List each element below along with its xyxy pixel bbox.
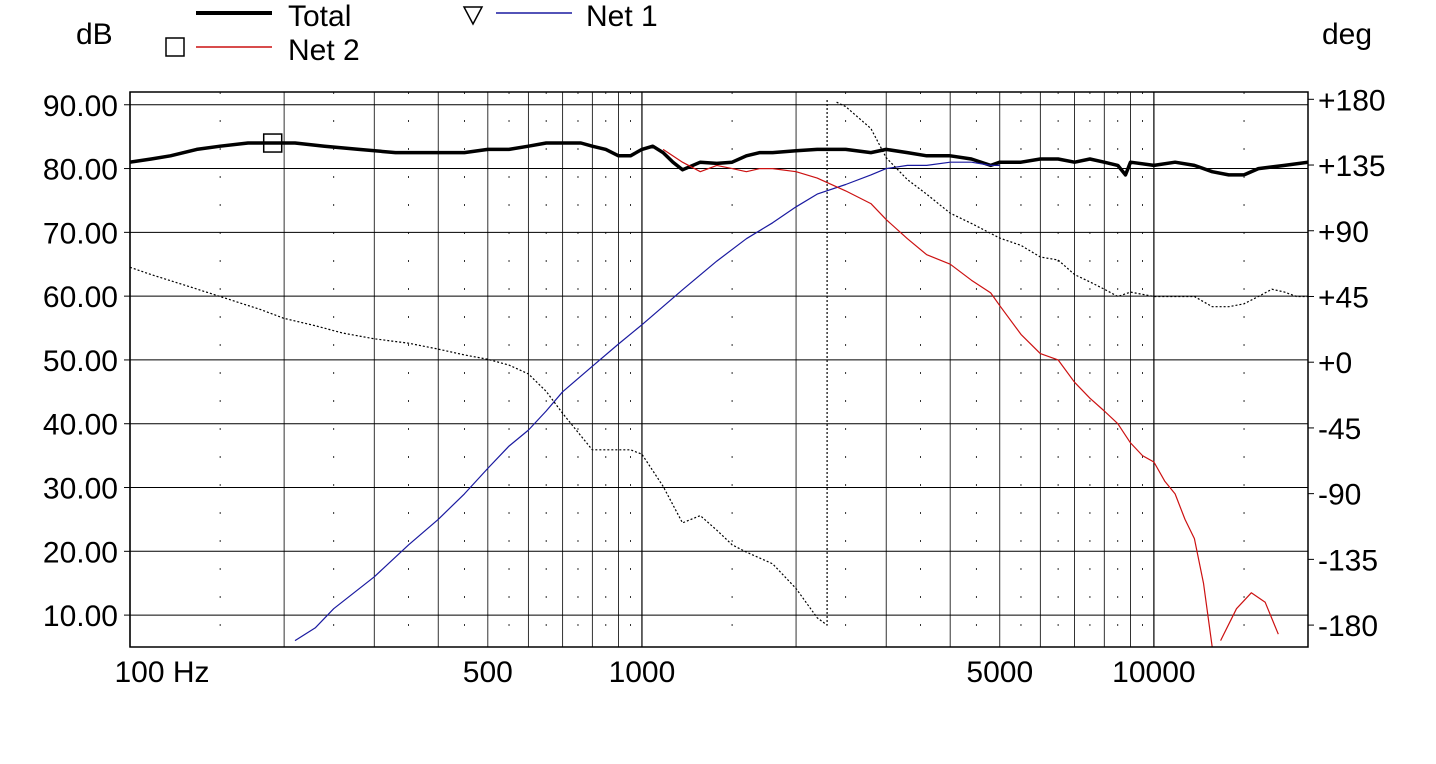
legend-label-net2: Net 2 — [288, 34, 360, 67]
left-tick-labels: 10.00 20.00 30.00 40.00 50.00 60.00 70.00 80.00… — [43, 90, 130, 633]
right-tick-label: -180 — [1318, 610, 1378, 643]
right-tick-label: +180 — [1318, 84, 1386, 117]
left-tick-label: 60.00 — [43, 281, 118, 314]
left-tick-label: 10.00 — [43, 600, 118, 633]
major-grid — [129, 92, 1308, 647]
square-marker-icon — [262, 133, 283, 153]
minor-grid — [219, 92, 1309, 647]
right-tick-labels: +180 +135 +90 +45 +0 -45 -90 -135 -180 — [1308, 84, 1386, 643]
series-line-net-2-stopband- — [1220, 592, 1279, 641]
series-line-net-2 — [662, 148, 1213, 647]
right-tick-label: +135 — [1318, 150, 1386, 183]
right-tick-label: +90 — [1318, 216, 1369, 249]
legend: Total Net 1 Net 2 — [165, 0, 658, 67]
legend-entry-total: Total — [196, 0, 351, 33]
x-tick-label: 1000 — [609, 656, 676, 689]
left-axis-unit: dB — [76, 18, 113, 51]
left-tick-label: 90.00 — [43, 90, 118, 123]
plot-area — [129, 91, 1309, 648]
right-tick-label: -135 — [1318, 544, 1378, 577]
square-marker-icon — [165, 37, 185, 57]
series-line-total — [130, 141, 1308, 177]
left-tick-label: 70.00 — [43, 217, 118, 250]
series-layer — [130, 99, 1308, 647]
right-axis-unit: deg — [1322, 18, 1372, 51]
left-tick-label: 20.00 — [43, 536, 118, 569]
plot-frame — [129, 91, 1309, 648]
legend-label-total: Total — [288, 0, 351, 33]
x-tick-label: 100 Hz — [114, 656, 209, 689]
legend-entry-net1: Net 1 — [462, 0, 658, 33]
right-tick-label: +0 — [1318, 347, 1352, 380]
x-tick-label: 500 — [463, 656, 513, 689]
left-tick-label: 30.00 — [43, 473, 118, 506]
series-line-net-1 — [294, 161, 1000, 642]
series-line-phase — [130, 99, 1308, 626]
left-tick-label: 80.00 — [43, 154, 118, 187]
legend-label-net1: Net 1 — [586, 0, 658, 33]
right-tick-label: -45 — [1318, 413, 1361, 446]
x-tick-labels: 100 Hz 500 1000 5000 10000 — [114, 656, 1195, 689]
right-tick-label: +45 — [1318, 281, 1369, 314]
left-tick-label: 40.00 — [43, 409, 118, 442]
triangle-marker-icon — [462, 6, 484, 26]
left-tick-label: 50.00 — [43, 345, 118, 378]
x-tick-label: 5000 — [966, 656, 1033, 689]
legend-entry-net2: Net 2 — [165, 34, 360, 67]
x-tick-label: 10000 — [1112, 656, 1195, 689]
right-tick-label: -90 — [1318, 479, 1361, 512]
